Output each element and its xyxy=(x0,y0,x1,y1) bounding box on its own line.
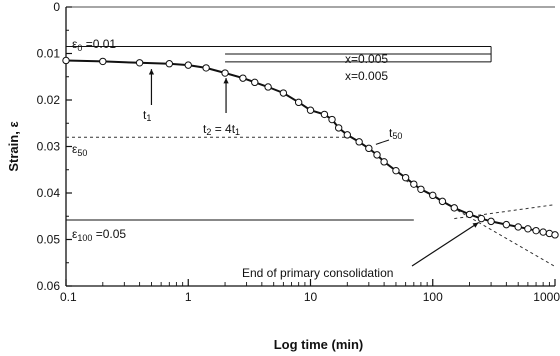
annotation-text: t xyxy=(389,126,393,140)
subscript: 1 xyxy=(146,113,151,123)
data-point xyxy=(251,78,259,87)
data-point xyxy=(524,225,532,233)
eps0-label: ε0 =0.01 xyxy=(72,37,116,53)
y-tick-label: 0.04 xyxy=(37,186,61,200)
data-point xyxy=(294,98,303,107)
data-point xyxy=(221,69,229,77)
data-point xyxy=(343,131,352,139)
annotation-text: =0.01 xyxy=(82,37,116,51)
annotation-text: x=0.005 xyxy=(345,52,388,66)
t2-arrow-head xyxy=(223,78,229,84)
y-tick-label: 0.02 xyxy=(37,93,61,107)
data-point xyxy=(532,226,540,235)
data-point xyxy=(477,214,486,223)
x-increment-label-1: x=0.005 xyxy=(345,52,388,66)
data-point xyxy=(502,220,511,229)
eps100-label: ε100 =0.05 xyxy=(72,227,126,243)
data-point xyxy=(99,57,107,66)
data-point xyxy=(514,223,522,231)
data-point xyxy=(410,180,418,188)
annotation-text: ε xyxy=(72,37,78,51)
end-primary-arrow-shaft xyxy=(411,222,479,267)
secondary-tangent-line xyxy=(454,204,556,220)
data-point xyxy=(279,89,288,97)
y-tick-label: 0.03 xyxy=(37,140,61,154)
data-point xyxy=(320,110,329,119)
data-point xyxy=(355,138,363,146)
x-tick-label: 1000 xyxy=(533,290,560,304)
data-point xyxy=(401,173,410,182)
t50-label: t50 xyxy=(389,126,402,141)
t50-leader xyxy=(375,139,390,145)
annotation-text: = 4t xyxy=(211,122,235,136)
data-point xyxy=(202,64,210,72)
y-tick-label: 0.05 xyxy=(37,233,61,247)
annotation-text: t xyxy=(143,108,147,122)
annotation-text: t xyxy=(203,122,207,136)
reference-lines xyxy=(66,46,556,267)
data-point xyxy=(551,231,559,239)
x-increment-label-2: x=0.005 xyxy=(345,69,388,83)
y-tick-label: 0 xyxy=(53,0,60,14)
eps50-label: ε50 xyxy=(72,142,87,158)
subscript: 0 xyxy=(77,43,82,53)
annotation-text: ε xyxy=(72,142,78,156)
subscript: 1 xyxy=(235,127,240,137)
data-point xyxy=(373,151,381,159)
y-axis-title: Strain, ε xyxy=(6,121,21,171)
x-axis-title: Log time (min) xyxy=(274,337,364,352)
data-point xyxy=(334,124,343,132)
t1-label: t1 xyxy=(143,108,151,123)
data-point xyxy=(450,204,458,212)
annotation-text: =0.05 xyxy=(92,227,126,241)
y-tick-label: 0.06 xyxy=(37,279,61,293)
x-tick-label: 10 xyxy=(304,290,318,304)
x-tick-label: 100 xyxy=(423,290,443,304)
data-point xyxy=(438,197,447,206)
t2-label: t2 = 4t1 xyxy=(203,122,240,137)
subscript: 100 xyxy=(77,233,92,243)
subscript: 2 xyxy=(206,127,211,137)
data-point xyxy=(62,56,70,65)
steep-tangent-line xyxy=(405,180,556,267)
end-primary-arrow-head xyxy=(472,222,479,228)
t1-arrow-head xyxy=(148,69,155,75)
y-tick-label: 0.01 xyxy=(37,47,61,61)
annotation-text: ε xyxy=(72,227,78,241)
subscript: 50 xyxy=(77,148,87,158)
axes: 00.010.020.030.040.050.060.1 1 10 100 1000Lo… xyxy=(6,0,560,352)
data-point xyxy=(239,74,247,82)
data-point xyxy=(487,217,495,226)
data-point xyxy=(539,228,547,236)
strain-line xyxy=(65,59,556,236)
data-point xyxy=(465,210,474,219)
data-point xyxy=(417,185,425,193)
data-point xyxy=(264,83,272,91)
data-point xyxy=(165,60,174,68)
x-tick-label: 0.1 xyxy=(60,290,77,304)
data-point xyxy=(184,61,192,69)
data-point xyxy=(135,59,144,67)
strain-curve xyxy=(62,56,559,239)
end-primary-label: End of primary consolidation xyxy=(242,266,393,280)
data-point xyxy=(365,144,373,153)
annotation-text: End of primary consolidation xyxy=(242,266,393,280)
data-point xyxy=(392,166,400,175)
data-point xyxy=(380,158,388,166)
data-point xyxy=(328,115,336,124)
data-point xyxy=(429,191,437,200)
subscript: 50 xyxy=(392,131,402,141)
x-tick-label: 1 xyxy=(185,290,192,304)
data-point xyxy=(306,106,315,114)
annotation-text: x=0.005 xyxy=(345,69,388,83)
